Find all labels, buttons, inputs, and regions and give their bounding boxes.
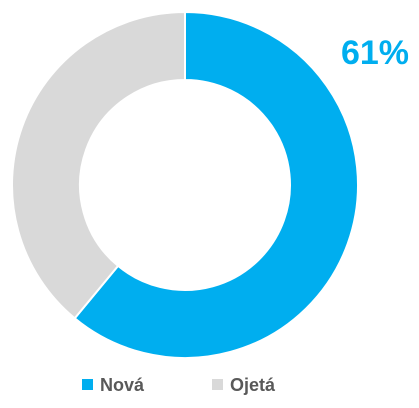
legend-text: Nová [100, 375, 145, 395]
legend-swatch [212, 379, 223, 390]
legend-text: Ojetá [230, 375, 276, 395]
value-label: 61% [341, 34, 409, 72]
donut-slice [73, 10, 359, 359]
legend-swatch [82, 379, 93, 390]
donut-slice [11, 10, 186, 320]
